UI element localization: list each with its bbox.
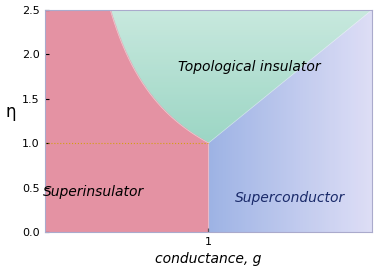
Text: Topological insulator: Topological insulator [178, 60, 321, 75]
X-axis label: conductance, g: conductance, g [155, 252, 262, 267]
Text: Superinsulator: Superinsulator [43, 185, 144, 199]
Text: Superconductor: Superconductor [235, 191, 345, 205]
Y-axis label: η: η [6, 103, 16, 121]
